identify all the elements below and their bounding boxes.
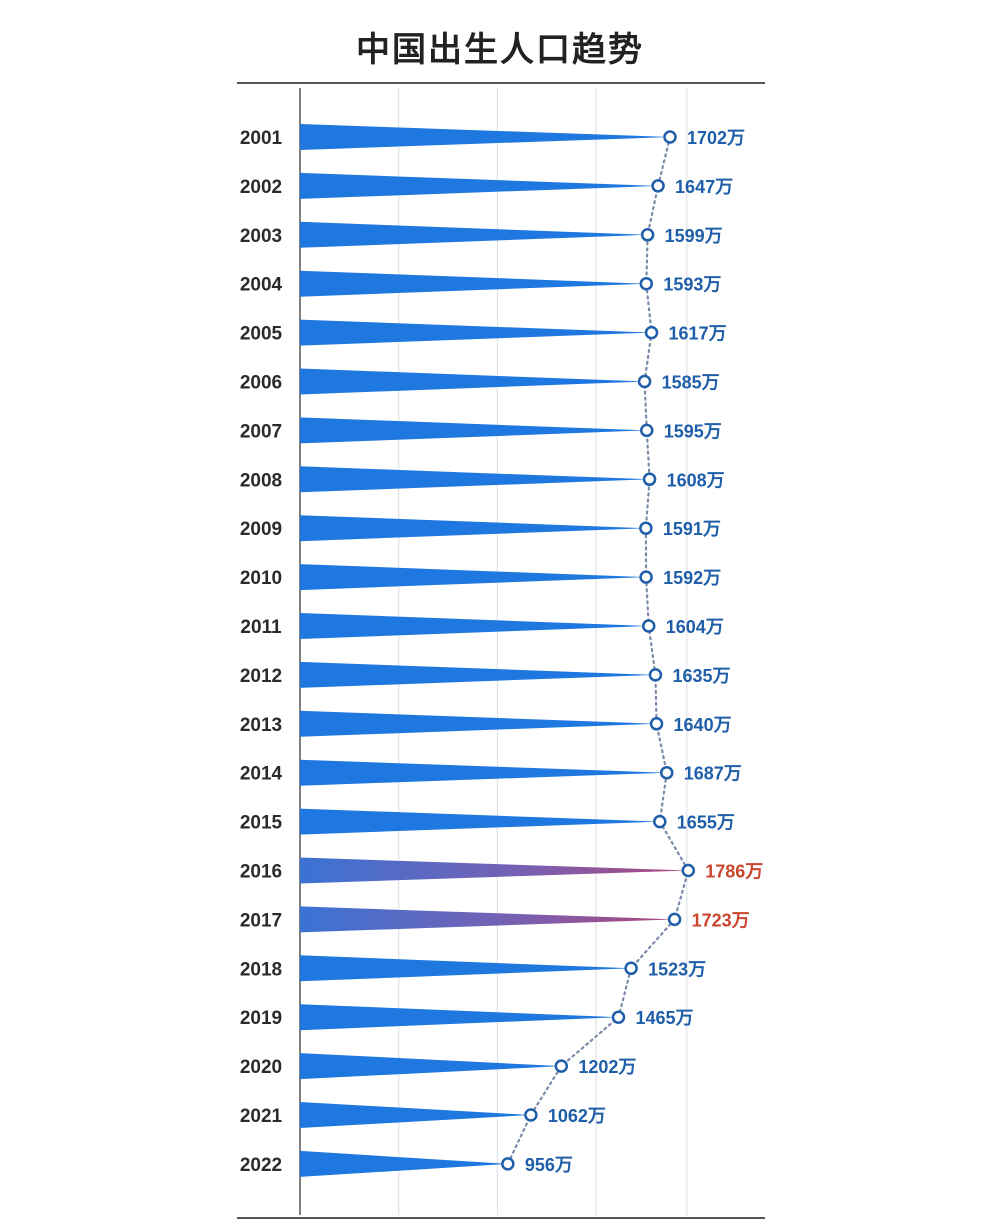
bar-2001: [300, 124, 671, 150]
bar-2016: [300, 857, 689, 884]
bar-2018: [300, 955, 632, 982]
marker-2018: [624, 961, 638, 976]
marker-2011: [641, 619, 656, 633]
marker-2007: [640, 423, 654, 438]
year-label-2001: 2001: [240, 128, 283, 149]
marker-2009: [639, 521, 653, 535]
value-label-2014: 1687万: [684, 764, 742, 784]
bar-2012: [300, 661, 656, 688]
year-label-2019: 2019: [240, 1008, 282, 1029]
labels: 2001 1702万 2002 1647万 2003 1599万 2004 1593万 2005…: [240, 128, 763, 1176]
bar-2020: [300, 1053, 562, 1080]
bar-2002: [300, 172, 659, 199]
year-label-2020: 2020: [240, 1057, 282, 1078]
year-label-2006: 2006: [240, 373, 282, 394]
value-label-2004: 1593万: [663, 275, 721, 295]
year-label-2007: 2007: [240, 421, 282, 442]
year-label-2022: 2022: [240, 1155, 282, 1176]
marker-2016: [681, 863, 696, 878]
marker-2021: [524, 1108, 538, 1122]
marker-2020: [554, 1059, 569, 1073]
marker-2008: [642, 472, 657, 487]
value-label-2017: 1723万: [692, 910, 750, 930]
marker-2013: [649, 717, 664, 731]
value-label-2016: 1786万: [705, 862, 763, 882]
marker-2001: [663, 130, 677, 144]
bar-2013: [300, 710, 657, 737]
marker-2015: [653, 814, 667, 829]
year-label-2002: 2002: [240, 177, 282, 198]
year-label-2009: 2009: [240, 519, 282, 540]
year-label-2003: 2003: [240, 226, 282, 247]
bar-2021: [300, 1102, 531, 1128]
bar-2009: [300, 515, 646, 542]
bar-2017: [300, 906, 675, 933]
bar-2005: [300, 319, 652, 346]
value-label-2005: 1617万: [669, 324, 727, 344]
value-label-2020: 1202万: [578, 1057, 636, 1077]
chart-title: 中国出生人口趋势: [356, 30, 644, 70]
value-label-2003: 1599万: [665, 226, 723, 246]
marker-2014: [660, 765, 674, 780]
value-label-2012: 1635万: [672, 666, 730, 686]
year-label-2010: 2010: [240, 568, 282, 589]
marker-2017: [667, 912, 682, 927]
bar-2015: [300, 808, 660, 835]
bar-2019: [300, 1004, 619, 1031]
markers: [501, 130, 696, 1171]
bar-2006: [300, 368, 645, 395]
bar-2004: [300, 270, 647, 297]
value-label-2022: 956万: [525, 1155, 573, 1175]
value-label-2001: 1702万: [687, 128, 745, 148]
value-label-2021: 1062万: [548, 1106, 606, 1126]
marker-2005: [644, 325, 659, 340]
year-label-2015: 2015: [240, 813, 283, 834]
value-label-2015: 1655万: [677, 813, 735, 833]
bar-2007: [300, 417, 647, 444]
marker-2006: [637, 374, 652, 389]
bar-2011: [300, 613, 649, 639]
marker-2004: [639, 276, 654, 291]
year-label-2021: 2021: [240, 1106, 283, 1127]
marker-2010: [639, 570, 653, 584]
value-label-2011: 1604万: [666, 617, 724, 637]
bar-2008: [300, 466, 650, 493]
value-label-2007: 1595万: [664, 421, 722, 441]
bar-2003: [300, 221, 648, 248]
value-label-2010: 1592万: [663, 568, 721, 588]
year-label-2008: 2008: [240, 470, 282, 491]
bar-2022: [300, 1150, 508, 1177]
marker-2002: [651, 179, 665, 193]
value-label-2008: 1608万: [667, 470, 725, 490]
year-label-2004: 2004: [240, 275, 283, 296]
bars: [300, 124, 689, 1177]
gridlines: [398, 88, 688, 1215]
year-label-2012: 2012: [240, 666, 282, 687]
value-label-2018: 1523万: [648, 959, 706, 979]
trend-line: [506, 135, 690, 1166]
trend-polyline: [506, 135, 690, 1166]
year-label-2014: 2014: [240, 764, 283, 785]
value-label-2013: 1640万: [674, 715, 732, 735]
marker-2019: [611, 1010, 626, 1024]
value-label-2006: 1585万: [662, 373, 720, 393]
marker-2012: [648, 668, 663, 682]
axes: [237, 82, 765, 1219]
marker-2003: [640, 228, 655, 242]
year-label-2011: 2011: [240, 617, 282, 638]
bar-2014: [300, 759, 667, 786]
value-label-2019: 1465万: [635, 1008, 693, 1028]
value-label-2002: 1647万: [675, 177, 733, 197]
bar-2010: [300, 564, 647, 591]
value-label-2009: 1591万: [663, 519, 721, 539]
year-label-2005: 2005: [240, 324, 283, 345]
year-label-2018: 2018: [240, 959, 282, 980]
year-label-2017: 2017: [240, 910, 282, 931]
marker-2022: [501, 1157, 515, 1171]
year-label-2016: 2016: [240, 862, 282, 883]
year-label-2013: 2013: [240, 715, 282, 736]
